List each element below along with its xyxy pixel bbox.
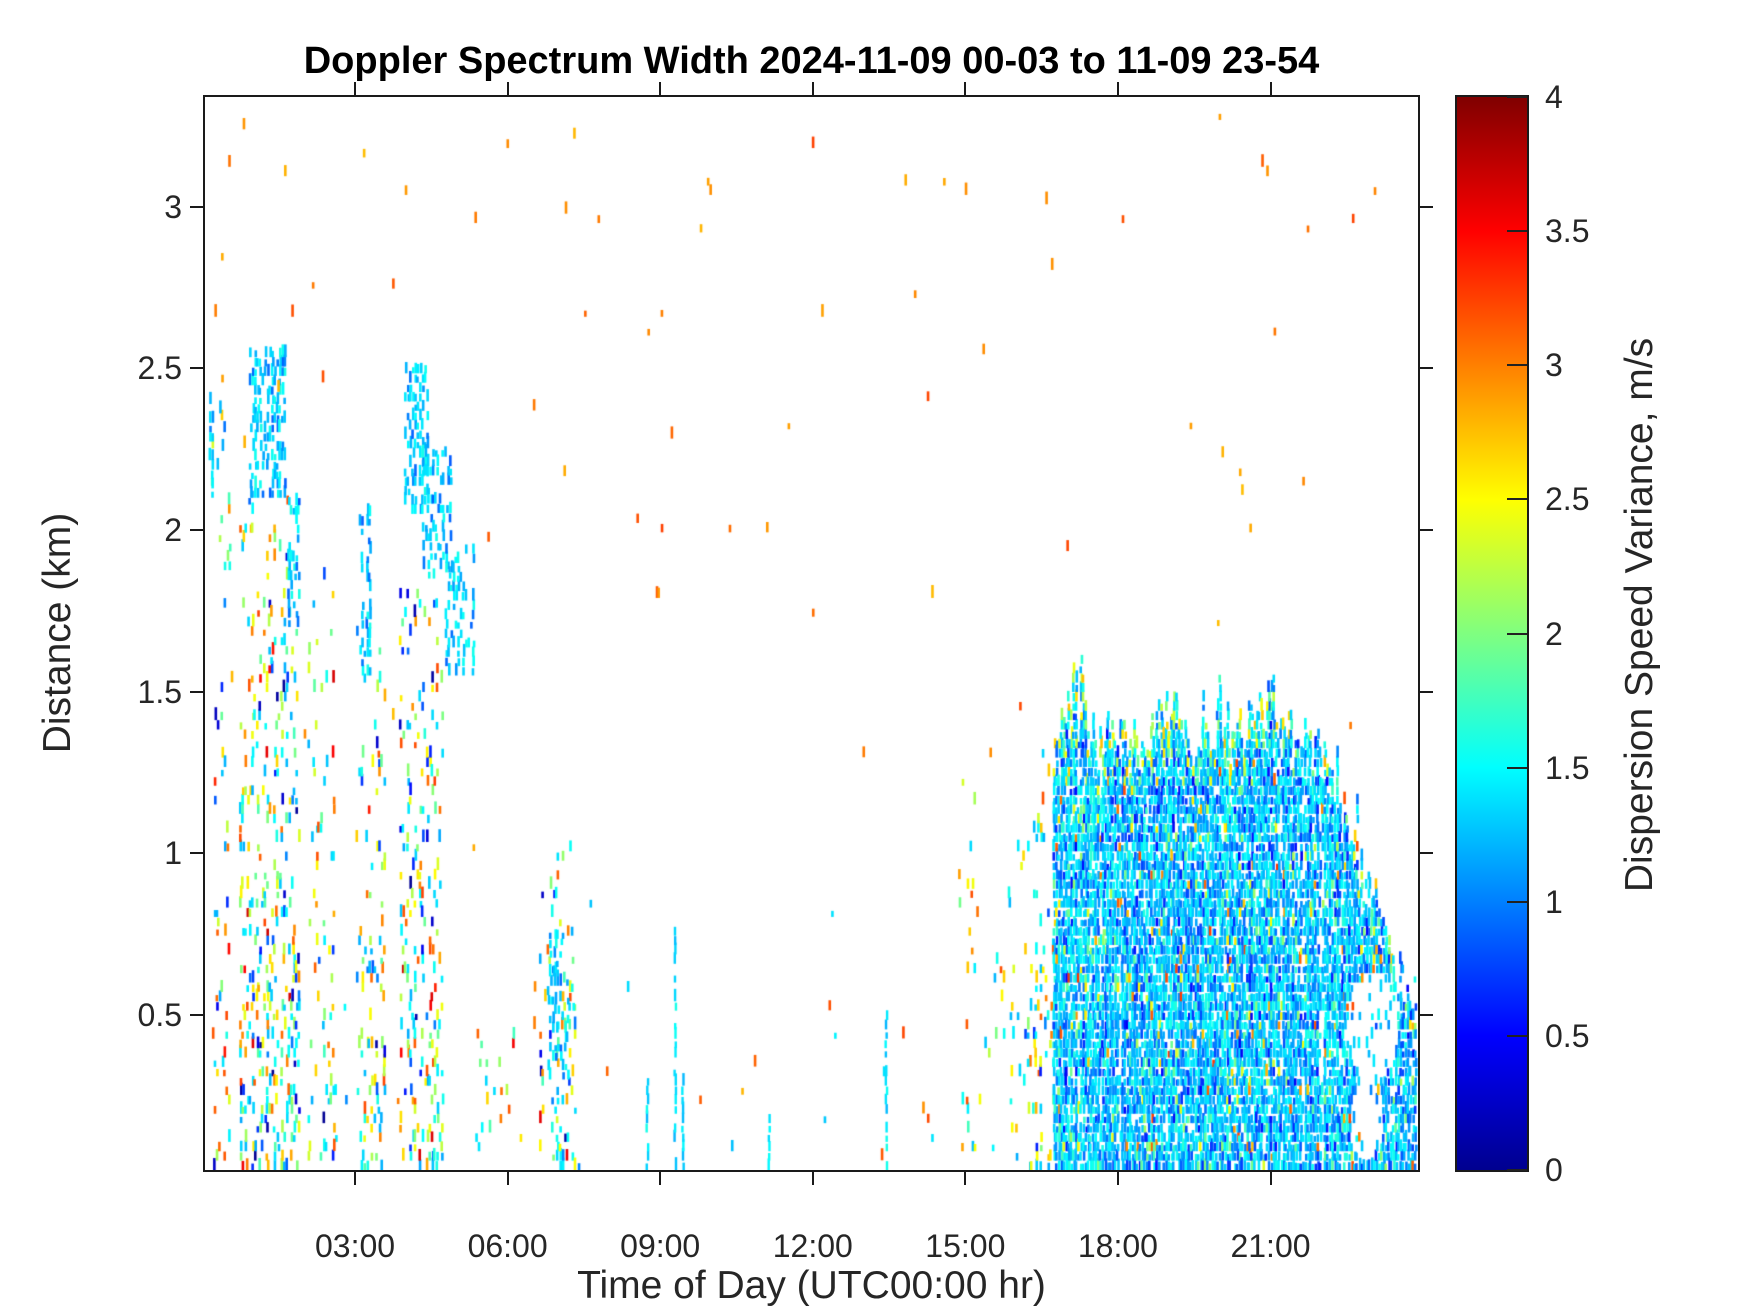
y-tick bbox=[190, 1013, 203, 1016]
y-tick bbox=[190, 529, 203, 532]
colorbar-tick bbox=[1507, 96, 1527, 98]
x-tick-label: 06:00 bbox=[467, 1228, 548, 1264]
colorbar-tick bbox=[1507, 1169, 1527, 1171]
y-tick bbox=[190, 852, 203, 855]
colorbar-tick-label: 0 bbox=[1545, 1152, 1563, 1188]
colorbar-tick-label: 2.5 bbox=[1545, 481, 1590, 518]
y-tick bbox=[190, 690, 203, 693]
y-tick-label: 0.5 bbox=[137, 996, 182, 1033]
y-tick-label: 1.5 bbox=[137, 673, 182, 710]
colorbar-tick bbox=[1507, 364, 1527, 367]
x-tick bbox=[354, 1172, 357, 1185]
colorbar-tick-label: 3 bbox=[1545, 347, 1563, 384]
chart-title: Doppler Spectrum Width 2024-11-09 00-03 … bbox=[303, 40, 1320, 82]
y-tick-right bbox=[1420, 690, 1433, 693]
y-tick bbox=[190, 367, 203, 370]
y-tick bbox=[190, 205, 203, 208]
x-tick-label: 15:00 bbox=[925, 1228, 1006, 1264]
x-tick-label: 09:00 bbox=[620, 1228, 701, 1264]
x-tick-label: 12:00 bbox=[772, 1228, 853, 1264]
x-tick bbox=[1269, 1172, 1272, 1185]
x-tick-top bbox=[1269, 82, 1272, 95]
y-tick-right bbox=[1420, 205, 1433, 208]
y-tick-label: 3 bbox=[164, 188, 182, 225]
y-tick-right bbox=[1420, 852, 1433, 855]
colorbar-tick-label: 2 bbox=[1545, 615, 1563, 652]
heatmap-canvas bbox=[205, 97, 1418, 1170]
x-tick-top bbox=[1116, 82, 1119, 95]
y-tick-label: 2 bbox=[164, 512, 182, 549]
plot-area bbox=[203, 95, 1420, 1172]
x-tick bbox=[964, 1172, 967, 1185]
x-tick bbox=[659, 1172, 662, 1185]
x-tick-top bbox=[964, 82, 967, 95]
x-tick-top bbox=[659, 82, 662, 95]
colorbar-tick bbox=[1507, 900, 1527, 903]
y-tick-right bbox=[1420, 529, 1433, 532]
y-tick-label: 2.5 bbox=[137, 350, 182, 387]
y-tick-label: 1 bbox=[164, 835, 182, 872]
colorbar-tick bbox=[1507, 498, 1527, 501]
colorbar-tick bbox=[1507, 1034, 1527, 1037]
colorbar-tick bbox=[1507, 230, 1527, 233]
x-tick-label: 03:00 bbox=[314, 1228, 396, 1264]
x-tick bbox=[506, 1172, 509, 1185]
colorbar bbox=[1455, 95, 1529, 1172]
x-tick-label: 18:00 bbox=[1077, 1228, 1158, 1264]
x-tick bbox=[811, 1172, 814, 1185]
x-tick-top bbox=[811, 82, 814, 95]
colorbar-tick-label: 3.5 bbox=[1545, 213, 1590, 250]
x-tick-label: 21:00 bbox=[1230, 1228, 1311, 1264]
colorbar-tick bbox=[1507, 632, 1527, 635]
x-tick-top bbox=[354, 82, 357, 95]
colorbar-tick bbox=[1507, 766, 1527, 769]
colorbar-tick-label: 0.5 bbox=[1545, 1017, 1590, 1054]
x-axis-label: Time of Day (UTC00:00 hr) bbox=[577, 1264, 1046, 1307]
y-tick-right bbox=[1420, 1013, 1433, 1016]
x-tick-top bbox=[506, 82, 509, 95]
colorbar-tick-label: 4 bbox=[1545, 79, 1563, 115]
colorbar-tick-label: 1 bbox=[1545, 883, 1563, 920]
y-tick-right bbox=[1420, 367, 1433, 370]
colorbar-tick-label: 1.5 bbox=[1545, 749, 1590, 786]
x-tick bbox=[1116, 1172, 1119, 1185]
